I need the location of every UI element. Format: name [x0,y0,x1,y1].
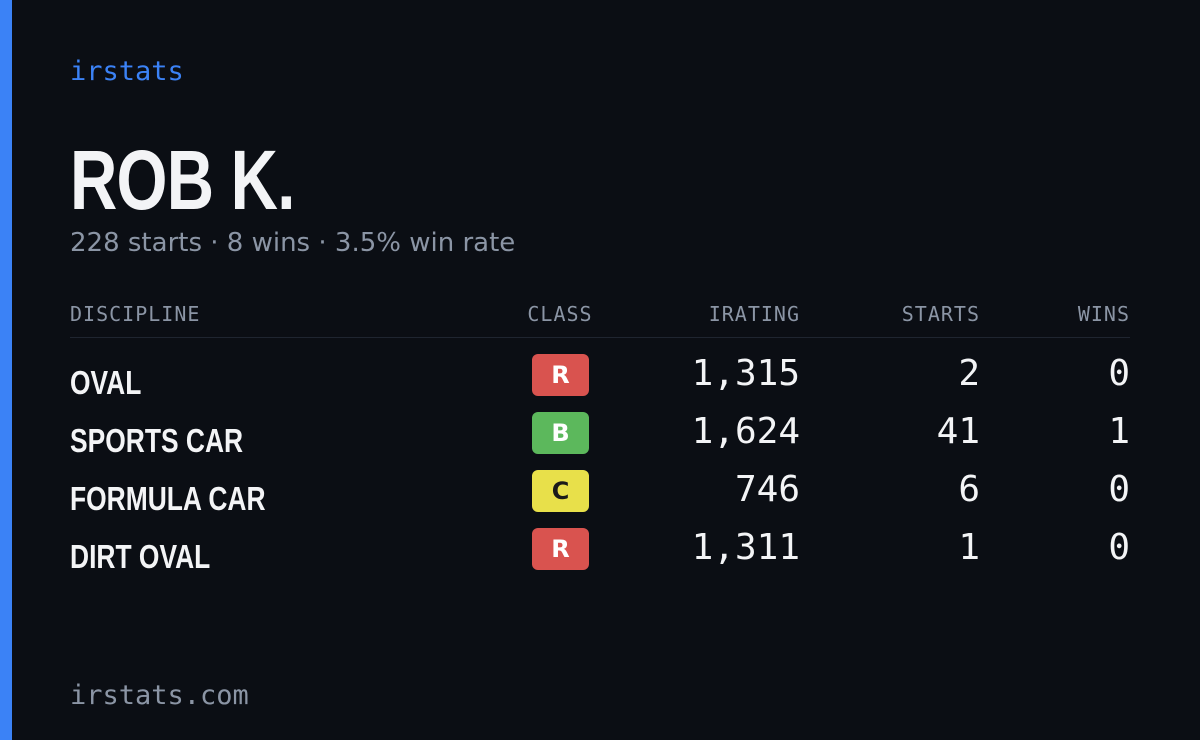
class-badge: R [532,354,589,396]
class-badge: R [532,528,589,570]
discipline: FORMULA CAR [70,480,266,517]
column-header: WINS [1077,302,1130,326]
starts-value: 41 [936,411,980,452]
discipline: SPORTS CAR [70,422,244,459]
irating-value: 1,624 [691,411,800,452]
wins-value: 0 [1108,353,1130,394]
irating-value: 1,311 [691,527,800,568]
wins-value: 1 [1108,411,1130,452]
discipline: OVAL [70,364,142,401]
irating-value: 746 [734,469,800,510]
starts-value: 6 [958,469,980,510]
column-header: CLASS [527,302,593,326]
starts-value: 2 [958,353,980,394]
footer-url: irstats.com [70,680,249,711]
brand: irstats [70,56,184,87]
summary: 228 starts · 8 wins · 3.5% win rate [70,228,516,258]
discipline: DIRT OVAL [70,538,211,575]
irating-value: 1,315 [691,353,800,394]
starts-value: 1 [958,527,980,568]
wins-value: 0 [1108,469,1130,510]
class-badge: B [532,412,589,454]
accent-bar [0,0,12,740]
header-rule [70,337,1130,338]
wins-value: 0 [1108,527,1130,568]
class-badge: C [532,470,589,512]
driver-name: ROB K. [70,133,295,227]
column-header: IRATING [708,302,800,326]
column-header: STARTS [901,302,980,326]
column-header: DISCIPLINE [70,302,201,326]
